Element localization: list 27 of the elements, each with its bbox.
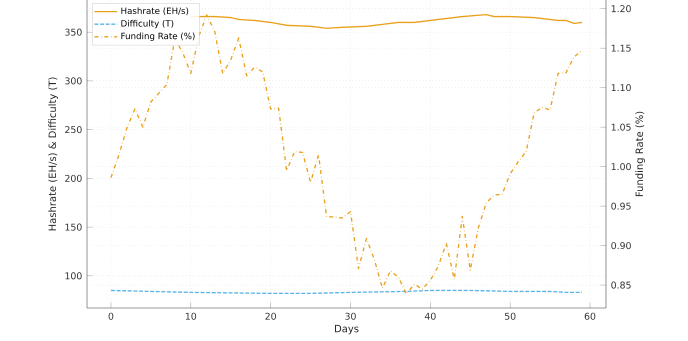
y-tick-label: 350 (65, 28, 82, 36)
x-tick-label: 40 (424, 312, 436, 320)
x-tick-label: 50 (504, 312, 516, 320)
legend-label: Difficulty (T) (121, 20, 174, 28)
x-tick-label: 10 (186, 312, 196, 320)
x-tick-label: 30 (345, 312, 356, 320)
y2-tick-label: 1.15 (612, 44, 631, 52)
legend-label: Funding Rate (%) (121, 32, 195, 41)
legend-label: Hashrate (EH/s) (121, 7, 188, 16)
x-tick-label: 60 (584, 312, 596, 320)
y-tick-label: 300 (65, 77, 82, 84)
y-axis-title: Hashrate (EH/s) & Difficulty (T) (48, 77, 58, 230)
y-tick-label: 200 (65, 174, 82, 182)
y-tick-label: 150 (66, 224, 82, 231)
y2-tick-label: 1.20 (612, 5, 631, 12)
y2-tick-label: 0.90 (611, 242, 631, 250)
y-tick-label: 100 (66, 272, 82, 280)
x-tick-label: 20 (265, 312, 276, 320)
y2-tick-label: 0.95 (611, 202, 631, 210)
y2-tick-label: 0.85 (611, 282, 631, 289)
y2-tick-label: 1.10 (612, 84, 631, 92)
y-tick-label: 250 (65, 126, 82, 134)
x-tick-label: 0 (108, 312, 114, 320)
x-axis-title: Days (335, 324, 358, 334)
y2-axis-title: Funding Rate (%) (635, 112, 645, 196)
y2-tick-label: 1.05 (612, 124, 631, 131)
y2-tick-label: 1.00 (612, 163, 631, 170)
